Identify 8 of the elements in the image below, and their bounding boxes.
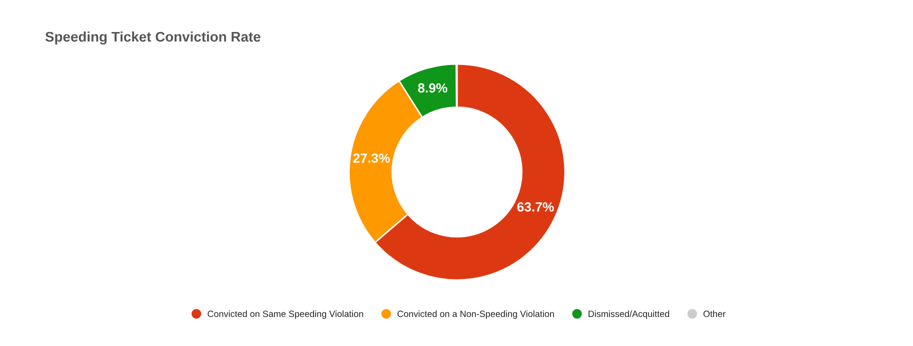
legend-label: Dismissed/Acquitted: [588, 310, 670, 319]
data-label: 63.7%: [517, 202, 554, 212]
legend-label: Convicted on Same Speeding Violation: [208, 310, 364, 319]
data-label: 8.9%: [418, 83, 448, 93]
data-label: 27.3%: [353, 153, 390, 163]
chart-title: Speeding Ticket Conviction Rate: [45, 31, 260, 45]
legend-label: Convicted on a Non-Speeding Violation: [398, 310, 554, 319]
legend-label: Other: [703, 310, 726, 318]
